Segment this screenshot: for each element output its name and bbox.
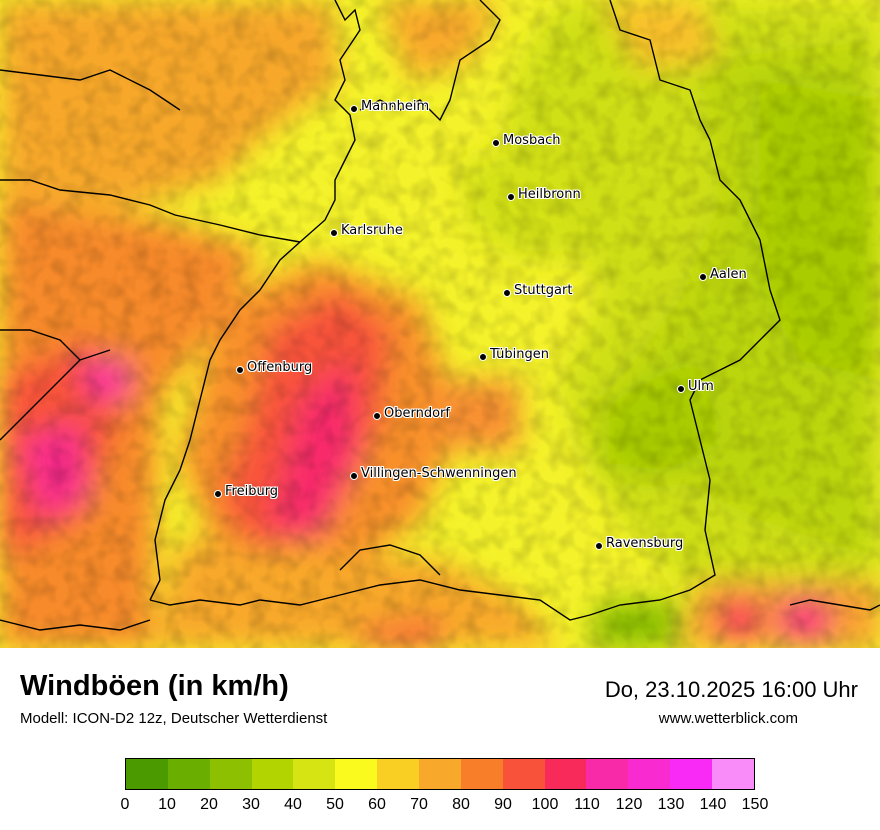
city-label: Heilbronn [518,187,581,202]
legend-tick-label: 110 [574,796,600,813]
legend-swatch [628,759,671,789]
legend-tick-label: 10 [158,796,176,813]
legend-tick-label: 40 [284,796,302,813]
city-dot-icon [350,472,358,480]
city-label: Stuttgart [514,283,573,298]
city-dot-icon [236,366,244,374]
city-label: Oberndorf [384,406,450,421]
legend-tick-label: 20 [200,796,218,813]
city-dot-icon [330,229,338,237]
legend-swatch [712,759,754,789]
city-label: Offenburg [247,360,313,375]
city-label: Mosbach [503,133,561,148]
website-link[interactable]: www.wetterblick.com [658,710,798,727]
city-dot-icon [214,490,222,498]
legend-tick-label: 70 [410,796,428,813]
legend-tick-label: 50 [326,796,344,813]
city-label: Ravensburg [606,536,684,551]
legend-tick-label: 30 [242,796,260,813]
city-label: Karlsruhe [341,223,403,238]
legend-swatch [377,759,420,789]
legend-swatch [167,759,210,789]
legend-swatch [126,759,168,789]
legend-swatch [670,759,713,789]
texture [0,0,880,648]
legend-swatch [586,759,629,789]
legend-swatch [251,759,294,789]
wind-gust-map: Mannheim Mosbach Heilbronn Karlsruhe Stu… [0,0,880,648]
legend-tick-label: 100 [531,796,559,813]
color-legend [125,758,755,790]
city-label: Ulm [688,379,714,394]
city-label: Villingen-Schwenningen [361,466,517,481]
city-dot-icon [677,385,685,393]
legend-swatch [460,759,503,789]
model-source: Modell: ICON-D2 12z, Deutscher Wetterdie… [20,710,328,727]
city-label: Freiburg [225,484,279,499]
city-label: Aalen [710,267,747,282]
legend-swatch [209,759,252,789]
city-dot-icon [350,105,358,113]
legend-tick-label: 140 [699,796,727,813]
map-canvas [0,0,880,648]
legend-tick-label: 130 [657,796,685,813]
city-label: Mannheim [361,99,430,114]
legend-swatch [335,759,378,789]
state-borders [0,0,880,631]
city-dot-icon [503,289,511,297]
legend-swatch [544,759,587,789]
legend-tick-label: 60 [368,796,386,813]
city-dot-icon [492,139,500,147]
legend-tick-label: 80 [452,796,470,813]
city-label: Tübingen [490,347,549,362]
map-title: Windböen (in km/h) [20,670,289,702]
legend-swatch [293,759,336,789]
legend-swatch [419,759,461,789]
forecast-datetime: Do, 23.10.2025 16:00 Uhr [604,677,858,702]
legend-tick-label: 150 [741,796,769,813]
city-dot-icon [507,193,515,201]
city-dot-icon [373,412,381,420]
legend-tick-label: 90 [494,796,512,813]
city-dot-icon [699,273,707,281]
legend-ticks: 0 10 20 30 40 50 60 70 80 90 100 110 120 130 140 150 [121,796,769,816]
city-dot-icon [479,353,487,361]
legend-tick-label: 120 [615,796,643,813]
footer: Windböen (in km/h) Modell: ICON-D2 12z, … [0,648,880,830]
legend-swatch [502,759,545,789]
city-dot-icon [595,542,603,550]
legend-tick-label: 0 [120,796,130,813]
